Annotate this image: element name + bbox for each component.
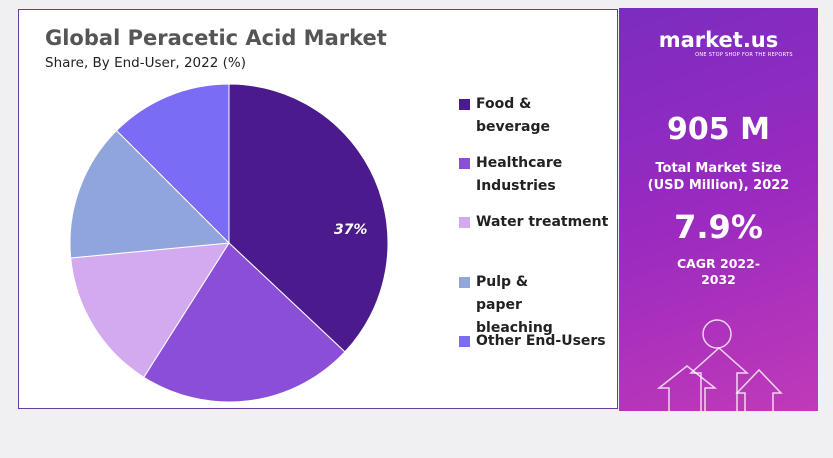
legend-item: Healthcare Industries <box>459 152 609 198</box>
legend-label: Healthcare Industries <box>476 155 563 194</box>
market-size-label: Total Market Size (USD Million), 2022 <box>647 161 790 193</box>
legend-swatch <box>459 99 470 110</box>
pie-slice <box>70 242 230 378</box>
legend-item: Pulp & paper bleaching <box>459 271 609 340</box>
market-size: 905 M <box>667 112 770 147</box>
cagr: 7.9% <box>674 208 763 246</box>
tagline: ONE STOP SHOP FOR THE REPORTS <box>695 52 793 58</box>
legend-label: Other End-Users <box>476 333 606 349</box>
chart-subtitle: Share, By End-User, 2022 (%) <box>45 55 246 71</box>
chart-card: 37% Global Peracetic Acid Market Share, … <box>18 9 618 409</box>
sidebar: market.us ONE STOP SHOP FOR THE REPORTS … <box>619 8 818 411</box>
legend-swatch <box>459 336 470 347</box>
pie-slice <box>228 83 389 353</box>
decoration <box>656 319 783 411</box>
pie-chart: 37% <box>69 83 389 403</box>
legend-item: Food & beverage <box>459 93 609 139</box>
legend-label: Food & beverage <box>476 96 551 135</box>
cagr-label: CAGR 2022-2032 <box>676 256 761 287</box>
pie-slice <box>69 129 231 259</box>
legend-swatch <box>459 277 470 288</box>
legend-swatch <box>459 217 470 228</box>
pie-slice <box>115 83 230 245</box>
pie-slice <box>143 242 346 403</box>
legend-item: Other End-Users <box>459 330 609 353</box>
brand: market.us <box>658 28 779 52</box>
legend-label: Water treatment <box>476 214 609 230</box>
slice-label: 37% <box>334 222 368 238</box>
legend-item: Water treatment <box>459 211 609 234</box>
legend-label: Pulp & paper bleaching <box>476 274 553 336</box>
legend-swatch <box>459 158 470 169</box>
chart-title: Global Peracetic Acid Market <box>45 26 387 50</box>
